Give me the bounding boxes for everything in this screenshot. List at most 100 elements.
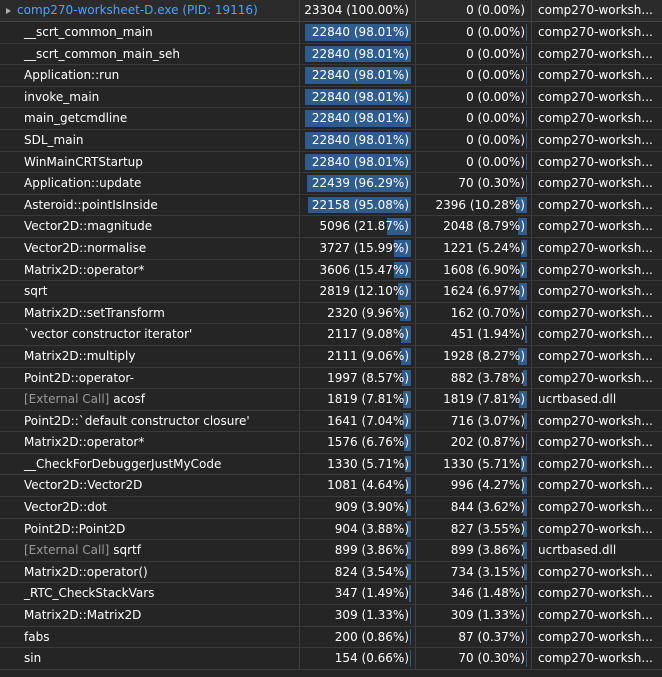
module-cell: comp270-worksh... (532, 324, 662, 345)
module-cell: ucrtbased.dll (532, 540, 662, 561)
table-row[interactable]: Vector2D::dot 909 (3.90%) 844 (3.62%) comp2… (0, 497, 662, 519)
total-cpu-cell: 3727 (15.99%) (300, 237, 416, 259)
total-cpu-cell: 309 (1.33%) (300, 605, 416, 626)
self-cpu-bar (526, 67, 527, 84)
total-cpu-value: 904 (3.88%) (334, 521, 409, 536)
self-cpu-bar (526, 304, 527, 322)
table-row[interactable]: Matrix2D::operator() 824 (3.54%) 734 (3.15… (0, 561, 662, 584)
table-row[interactable]: [External Call] sqrtf 899 (3.86%) 899 (3.8… (0, 540, 662, 562)
module-name: comp270-worksh... (538, 132, 653, 147)
total-cpu-value: 1081 (4.64%) (327, 478, 409, 493)
total-cpu-bar (406, 477, 411, 495)
module-name: comp270-worksh... (538, 68, 653, 83)
table-row[interactable]: WinMainCRTStartup 22840 (98.01%) 0 (0.00%)… (0, 151, 662, 174)
table-row[interactable]: sqrt 2819 (12.10%) 1624 (6.97%) comp270-wor… (0, 281, 662, 303)
function-name: Matrix2D::setTransform (24, 305, 165, 320)
table-row[interactable]: _RTC_CheckStackVars 347 (1.49%) 346 (1.48%… (0, 583, 662, 606)
self-cpu-value: 1608 (6.90%) (443, 262, 525, 277)
self-cpu-cell: 309 (1.33%) (416, 605, 532, 626)
table-row[interactable]: __CheckForDebuggerJustMyCode 1330 (5.71%)… (0, 453, 662, 476)
module-name: comp270-worksh... (538, 284, 653, 299)
function-name-cell: Asteroid::pointIsInside (0, 194, 300, 216)
function-name-cell: [External Call] acosf (0, 389, 300, 410)
self-cpu-value: 0 (0.00%) (466, 68, 525, 83)
self-cpu-cell: 1928 (8.27%) (416, 345, 532, 367)
total-cpu-value: 5096 (21.87%) (319, 219, 409, 234)
table-row[interactable]: __scrt_common_main_seh 22840 (98.01%) 0 (0… (0, 43, 662, 66)
collapse-triangle-icon[interactable] (6, 7, 11, 14)
total-cpu-bar (401, 347, 411, 365)
function-name: _RTC_CheckStackVars (24, 586, 155, 601)
self-cpu-bar (518, 347, 527, 365)
total-cpu-value: 22840 (98.01%) (311, 68, 409, 83)
total-cpu-value: 22840 (98.01%) (311, 89, 409, 104)
root-self-cell: 0 (0.00%) (416, 0, 532, 21)
table-row[interactable]: SDL_main 22840 (98.01%) 0 (0.00%) comp270-w… (0, 129, 662, 152)
function-name-cell: Vector2D::Vector2D (0, 475, 300, 497)
self-cpu-bar (525, 585, 527, 603)
table-row[interactable]: Vector2D::magnitude 5096 (21.87%) 2048 (8.… (0, 216, 662, 238)
total-cpu-value: 154 (0.66%) (334, 651, 409, 666)
self-cpu-bar (526, 110, 527, 127)
module-cell: comp270-worksh... (532, 497, 662, 518)
table-row[interactable]: Matrix2D::Matrix2D 309 (1.33%) 309 (1.33%)… (0, 605, 662, 627)
root-process-row[interactable]: comp270-worksheet-D.exe (PID: 19116) 233… (0, 0, 662, 22)
function-name-cell: __scrt_common_main (0, 22, 300, 43)
self-cpu-bar (523, 563, 527, 581)
total-cpu-cell: 1819 (7.81%) (300, 389, 416, 410)
total-cpu-cell: 2320 (9.96%) (300, 302, 416, 324)
root-total-value: 23304 (100.00%) (304, 3, 409, 17)
function-name: Vector2D::dot (24, 500, 107, 515)
table-row[interactable]: Matrix2D::setTransform 2320 (9.96%) 162 (0… (0, 302, 662, 325)
table-row[interactable]: main_getcmdline 22840 (98.01%) 0 (0.00%) co… (0, 108, 662, 130)
self-cpu-bar (523, 412, 527, 430)
self-cpu-value: 1928 (8.27%) (443, 348, 525, 363)
total-cpu-bar (393, 239, 411, 257)
total-cpu-value: 22840 (98.01%) (311, 132, 409, 147)
total-cpu-bar (394, 261, 411, 279)
self-cpu-value: 0 (0.00%) (466, 111, 525, 126)
total-cpu-cell: 3606 (15.47%) (300, 259, 416, 281)
self-cpu-value: 1624 (6.97%) (443, 284, 525, 299)
self-cpu-value: 734 (3.15%) (450, 564, 525, 579)
module-name: comp270-worksh... (538, 456, 653, 471)
total-cpu-cell: 22840 (98.01%) (300, 43, 416, 65)
total-cpu-cell: 1081 (4.64%) (300, 475, 416, 497)
self-cpu-cell: 827 (3.55%) (416, 518, 532, 540)
self-cpu-bar (525, 607, 527, 624)
table-row[interactable]: Point2D::Point2D 904 (3.88%) 827 (3.55%) co… (0, 518, 662, 541)
table-row[interactable]: sin 154 (0.66%) 70 (0.30%) comp270-worksh..… (0, 648, 662, 670)
module-name: comp270-worksh... (538, 500, 653, 515)
function-name-cell: Application::update (0, 173, 300, 194)
table-row[interactable]: Application::run 22840 (98.01%) 0 (0.00%) c… (0, 65, 662, 87)
module-name: comp270-worksh... (538, 564, 653, 579)
table-row[interactable]: Vector2D::normalise 3727 (15.99%) 1221 (5.… (0, 237, 662, 260)
table-row[interactable]: Vector2D::Vector2D 1081 (4.64%) 996 (4.27%… (0, 475, 662, 498)
self-cpu-value: 1819 (7.81%) (443, 392, 525, 407)
self-cpu-bar (517, 218, 527, 235)
table-row[interactable]: Matrix2D::operator* 1576 (6.76%) 202 (0.87… (0, 432, 662, 454)
table-row[interactable]: Application::update 22439 (96.29%) 70 (0.3… (0, 173, 662, 195)
self-cpu-cell: 899 (3.86%) (416, 540, 532, 561)
root-self-value: 0 (0.00%) (466, 3, 525, 17)
function-name: Point2D::operator- (24, 370, 134, 385)
self-cpu-bar (521, 239, 527, 257)
total-cpu-value: 22840 (98.01%) (311, 25, 409, 39)
table-row[interactable]: fabs 200 (0.86%) 87 (0.37%) comp270-worksh.… (0, 626, 662, 649)
table-row[interactable]: `vector constructor iterator' 2117 (9.08%… (0, 324, 662, 346)
table-row[interactable]: Point2D::`default constructor closure' 16… (0, 410, 662, 433)
table-row[interactable]: Point2D::operator- 1997 (8.57%) 882 (3.78%… (0, 367, 662, 390)
function-name: fabs (24, 629, 50, 644)
table-row[interactable]: invoke_main 22840 (98.01%) 0 (0.00%) comp27… (0, 86, 662, 109)
table-row[interactable]: Asteroid::pointIsInside 22158 (95.08%) 239… (0, 194, 662, 217)
table-row[interactable]: Matrix2D::multiply 2111 (9.06%) 1928 (8.27… (0, 345, 662, 368)
self-cpu-cell: 996 (4.27%) (416, 475, 532, 497)
table-row[interactable]: __scrt_common_main 22840 (98.01%) 0 (0.00%… (0, 22, 662, 44)
total-cpu-cell: 154 (0.66%) (300, 648, 416, 669)
table-row[interactable]: Matrix2D::operator* 3606 (15.47%) 1608 (6.… (0, 259, 662, 282)
module-cell: ucrtbased.dll (532, 389, 662, 410)
self-cpu-bar (526, 131, 527, 149)
table-row[interactable]: [External Call] acosf 1819 (7.81%) 1819 (7… (0, 389, 662, 411)
total-cpu-bar (305, 24, 411, 41)
function-rows: __scrt_common_main 22840 (98.01%) 0 (0.00%… (0, 22, 662, 670)
